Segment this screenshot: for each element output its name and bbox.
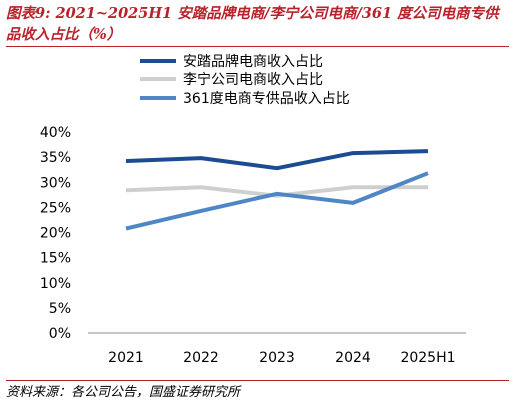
y-tick-label: 20% xyxy=(40,226,71,242)
y-tick-label: 35% xyxy=(40,150,71,166)
legend: 安踏品牌电商收入占比 李宁公司电商收入占比 361度电商专供品收入占比 xyxy=(140,53,350,107)
legend-label-anta: 安踏品牌电商收入占比 xyxy=(183,53,323,70)
legend-item-lining: 李宁公司电商收入占比 xyxy=(140,71,323,88)
y-tick-label: 40% xyxy=(40,125,71,141)
x-tick-label: 2024 xyxy=(335,350,371,366)
legend-label-361: 361度电商专供品收入占比 xyxy=(183,91,350,107)
y-tick-label: 10% xyxy=(40,276,71,292)
title-divider xyxy=(6,46,509,47)
legend-item-361: 361度电商专供品收入占比 xyxy=(140,91,350,107)
x-tick-label: 2025H1 xyxy=(400,350,455,366)
legend-label-lining: 李宁公司电商收入占比 xyxy=(183,71,323,88)
source-divider xyxy=(6,380,509,381)
x-tick-label: 2021 xyxy=(108,350,144,366)
series-line-anta xyxy=(125,149,429,171)
y-axis: 40% 35% 30% 25% 20% 15% 10% 5% 0% xyxy=(40,125,71,342)
x-tick-label: 2023 xyxy=(259,350,295,366)
x-axis: 2021 2022 2023 2024 2025H1 xyxy=(88,332,466,366)
figure-title: 图表9: 2021~2025H1 安踏品牌电商/李宁公司电商/361 度公司电商… xyxy=(6,5,499,43)
legend-item-anta: 安踏品牌电商收入占比 xyxy=(140,53,323,70)
series-line-361 xyxy=(125,171,429,231)
figure-source: 资料来源：各公司公告，国盛证券研究所 xyxy=(6,385,241,400)
x-tick-label: 2022 xyxy=(183,350,219,366)
y-tick-label: 25% xyxy=(40,200,71,216)
y-tick-label: 0% xyxy=(49,326,71,342)
plot-area xyxy=(125,149,429,231)
y-tick-label: 5% xyxy=(49,301,71,317)
y-tick-label: 30% xyxy=(40,175,71,191)
y-tick-label: 15% xyxy=(40,251,71,267)
